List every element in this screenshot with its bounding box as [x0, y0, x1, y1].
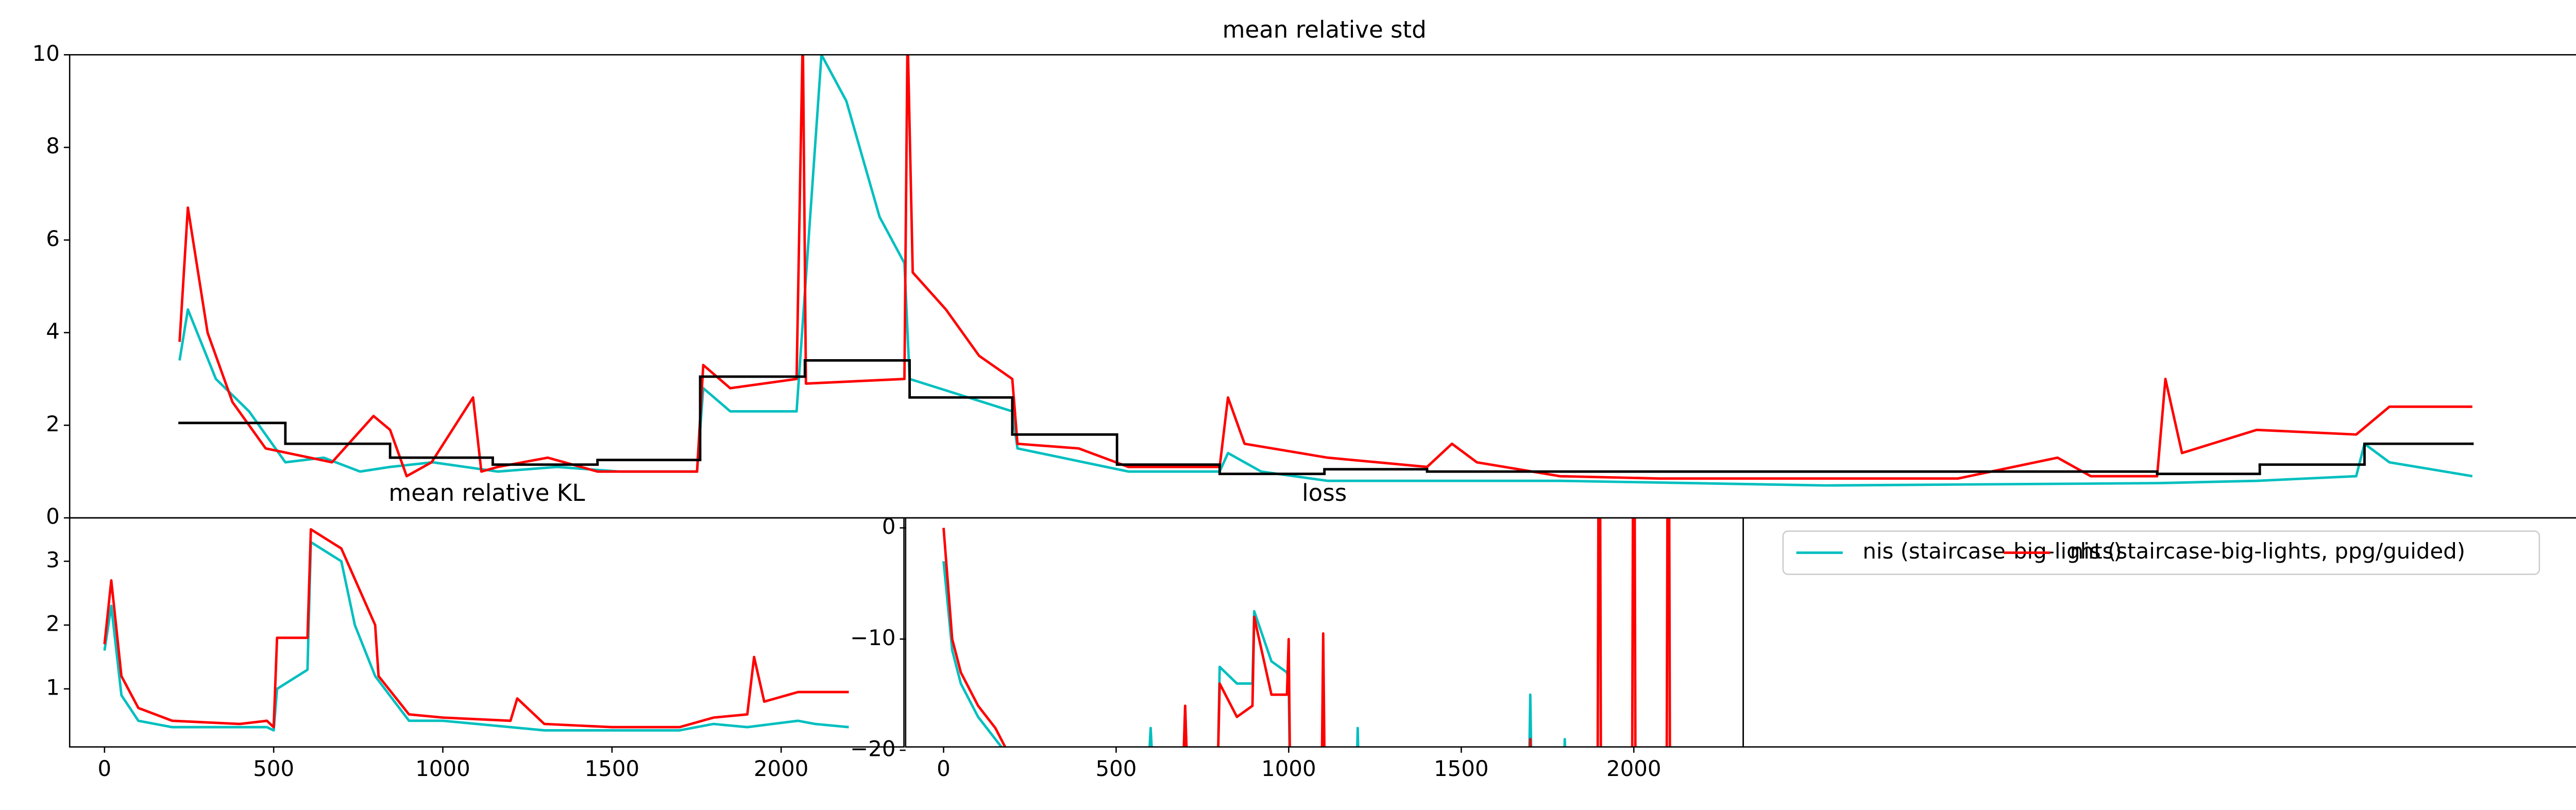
- y-tick-label: 2: [46, 411, 60, 436]
- y-tick-label: −20: [850, 736, 895, 762]
- series-line: [103, 541, 849, 732]
- x-tick-label: 2000: [1606, 756, 1661, 781]
- panel-title: mean relative KL: [388, 479, 585, 507]
- x-tick-label: 1500: [585, 756, 639, 781]
- series-line: [942, 561, 1567, 747]
- x-tick-label: 1000: [1261, 756, 1316, 781]
- legend-box: [1782, 530, 2540, 575]
- y-tick-label: −10: [850, 625, 895, 650]
- y-tick-label: 8: [46, 133, 60, 159]
- legend-label: nis (staircase-big-lights): [1862, 538, 2122, 564]
- y-tick-label: 10: [32, 41, 60, 66]
- y-tick-label: 4: [46, 318, 60, 344]
- x-tick-label: 0: [98, 756, 112, 781]
- panel-title: loss: [1302, 479, 1347, 507]
- plot-area: [103, 528, 849, 732]
- series-line: [103, 528, 849, 729]
- plot-area: [942, 518, 1671, 747]
- series-line: [942, 518, 1671, 747]
- panel-title: mean relative std: [1223, 16, 1427, 43]
- x-tick-label: 500: [1095, 756, 1137, 781]
- x-tick-label: 1500: [1434, 756, 1488, 781]
- axes-frame: [69, 517, 905, 748]
- y-tick-label: 6: [46, 226, 60, 251]
- y-tick-label: 0: [46, 504, 60, 529]
- x-tick-label: 0: [937, 756, 951, 781]
- y-tick-label: 2: [46, 611, 60, 636]
- plot-area: [178, 55, 2474, 487]
- series-line: [178, 55, 2472, 480]
- series-line: [178, 55, 2473, 487]
- y-tick-label: 0: [882, 514, 896, 539]
- x-tick-label: 500: [253, 756, 294, 781]
- x-tick-label: 2000: [754, 756, 808, 781]
- y-tick-label: 3: [46, 547, 60, 572]
- axes-frame: [1742, 517, 2576, 748]
- y-tick-label: 1: [46, 674, 60, 700]
- legend-label: nis (staircase-big-lights, ppg/guided): [2070, 538, 2465, 564]
- x-tick-label: 1000: [415, 756, 470, 781]
